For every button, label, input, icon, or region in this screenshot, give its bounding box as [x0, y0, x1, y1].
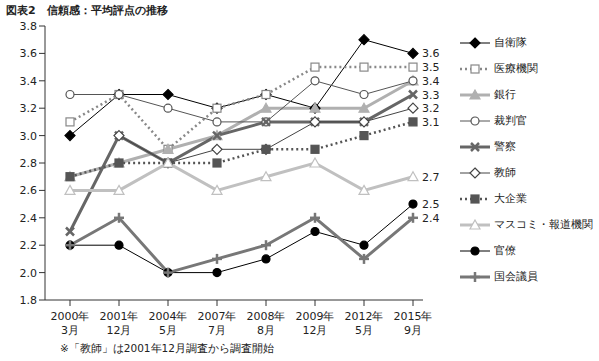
html-text:裁判官: 裁判官	[494, 114, 527, 126]
html-text:マスコミ・報道機関: マスコミ・報道機関	[494, 218, 593, 230]
svg-text:3.6: 3.6	[20, 47, 38, 60]
svg-text:3.3: 3.3	[422, 89, 440, 102]
svg-text:3.4: 3.4	[20, 75, 38, 88]
svg-text:2.7: 2.7	[422, 171, 440, 184]
svg-text:3.4: 3.4	[422, 75, 440, 88]
svg-text:3.6: 3.6	[422, 47, 440, 60]
html-text:図表2 信頼感：平均評点の推移: 図表2 信頼感：平均評点の推移	[6, 4, 168, 17]
html-text:※「教師」は2001年12月調査から調査開始: ※「教師」は2001年12月調査から調査開始	[60, 342, 274, 354]
html-text:大企業: 大企業	[494, 192, 527, 204]
svg-text:2.8: 2.8	[20, 157, 38, 170]
svg-text:3.8: 3.8	[20, 20, 38, 33]
svg-text:3.2: 3.2	[422, 102, 440, 115]
html-text:教師: 教師	[494, 166, 516, 178]
html-text:国会議員: 国会議員	[494, 270, 538, 282]
svg-text:2000年3月: 2000年3月	[51, 310, 90, 337]
svg-text:3.2: 3.2	[20, 102, 38, 115]
svg-text:2.4: 2.4	[422, 212, 440, 225]
svg-text:3.0: 3.0	[20, 130, 38, 143]
svg-text:2008年8月: 2008年8月	[247, 310, 286, 337]
html-text:銀行: 銀行	[494, 88, 516, 100]
svg-text:2.5: 2.5	[422, 198, 440, 211]
svg-text:2.0: 2.0	[20, 267, 38, 280]
svg-text:2015年9月: 2015年9月	[394, 310, 433, 337]
svg-text:2004年5月: 2004年5月	[149, 310, 188, 337]
svg-text:2.6: 2.6	[20, 184, 38, 197]
svg-text:2009年12月: 2009年12月	[296, 310, 335, 337]
svg-text:2.2: 2.2	[20, 239, 38, 252]
svg-text:3.5: 3.5	[422, 61, 440, 74]
svg-text:2007年7月: 2007年7月	[198, 310, 237, 337]
html-text:官僚: 官僚	[494, 244, 516, 256]
svg-text:1.8: 1.8	[20, 294, 38, 307]
svg-text:2001年12月: 2001年12月	[100, 310, 139, 337]
svg-text:3.1: 3.1	[422, 116, 440, 129]
svg-text:2012年5月: 2012年5月	[345, 310, 384, 337]
svg-text:2.4: 2.4	[20, 212, 38, 225]
html-text:警察: 警察	[494, 140, 516, 152]
html-text:医療機関: 医療機関	[494, 62, 538, 74]
html-text:自衛隊: 自衛隊	[494, 36, 527, 48]
